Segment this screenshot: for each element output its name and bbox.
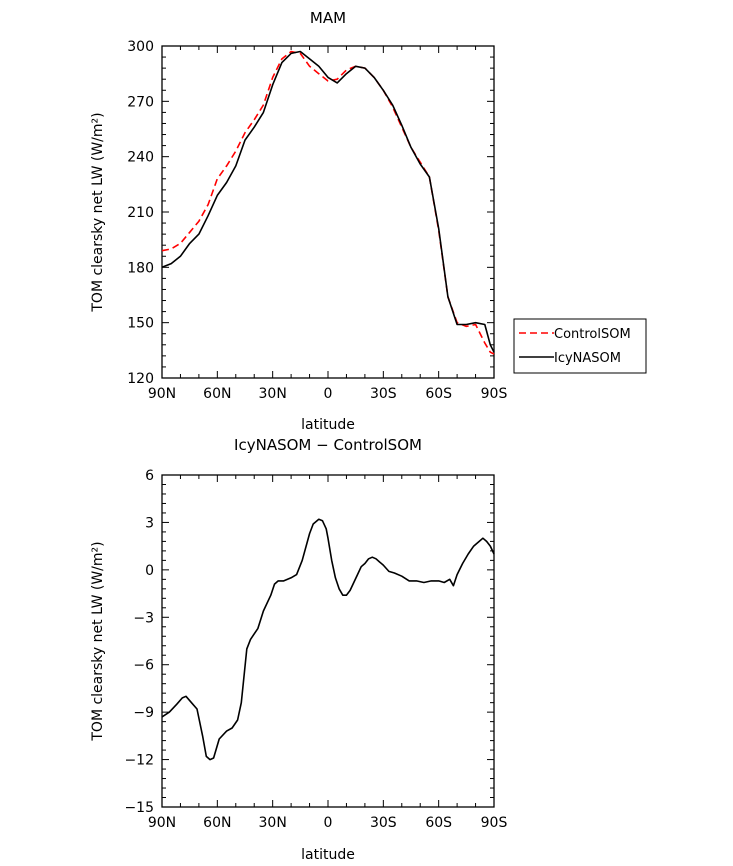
x-tick-label: 60N bbox=[203, 815, 231, 831]
x-tick-label: 30S bbox=[370, 815, 397, 831]
x-tick-label: 0 bbox=[324, 386, 333, 402]
x-tick-label: 0 bbox=[324, 815, 333, 831]
y-axis-label: TOM clearsky net LW (W/m²) bbox=[90, 112, 106, 312]
y-tick-label: 210 bbox=[127, 205, 154, 221]
legend-label: IcyNASOM bbox=[554, 351, 621, 366]
y-tick-label: 0 bbox=[145, 563, 154, 579]
x-tick-label: 90N bbox=[148, 815, 176, 831]
y-tick-label: 270 bbox=[127, 94, 154, 110]
legend-label: ControlSOM bbox=[554, 327, 631, 342]
plot-frame bbox=[161, 45, 495, 379]
chart-title: IcyNASOM − ControlSOM bbox=[234, 436, 422, 454]
legend-box bbox=[513, 318, 647, 374]
x-tick-label: 30N bbox=[259, 815, 287, 831]
x-tick-label: 60S bbox=[425, 815, 452, 831]
y-tick-label: 6 bbox=[145, 468, 154, 484]
panel-top: MAM 90N 60N 30N 0 30S 60S 90S 120 150 180 210 240 270… bbox=[90, 9, 647, 433]
x-axis-label: latitude bbox=[301, 847, 355, 863]
x-tick-label: 60S bbox=[425, 386, 452, 402]
chart-title: MAM bbox=[310, 9, 346, 27]
x-tick-label: 30N bbox=[259, 386, 287, 402]
y-tick-label: 240 bbox=[127, 150, 154, 166]
x-tick-label: 30S bbox=[370, 386, 397, 402]
y-tick-label: −3 bbox=[133, 610, 154, 626]
y-tick-label: 300 bbox=[127, 39, 154, 55]
y-tick-label: −6 bbox=[133, 658, 154, 674]
y-tick-label: 120 bbox=[127, 371, 154, 387]
plot-frame bbox=[161, 474, 495, 808]
panel-bottom: IcyNASOM − ControlSOM 90N 60N 30N 0 30S 60S 90S… bbox=[90, 436, 507, 863]
y-tick-label: −15 bbox=[124, 800, 154, 816]
y-tick-label: 150 bbox=[127, 316, 154, 332]
series-line-icynasom bbox=[161, 50, 495, 353]
x-tick-label: 90S bbox=[481, 386, 508, 402]
y-tick-label: 3 bbox=[145, 515, 154, 531]
x-tick-label: 60N bbox=[203, 386, 231, 402]
series-line-difference bbox=[161, 518, 495, 761]
y-tick-label: −9 bbox=[133, 705, 154, 721]
x-tick-label: 90S bbox=[481, 815, 508, 831]
y-tick-label: 180 bbox=[127, 260, 154, 276]
x-axis-label: latitude bbox=[301, 417, 355, 433]
x-tick-label: 90N bbox=[148, 386, 176, 402]
y-tick-label: −12 bbox=[124, 753, 154, 769]
series-line-controlsom bbox=[161, 50, 495, 355]
y-axis-label: TOM clearsky net LW (W/m²) bbox=[90, 541, 106, 741]
